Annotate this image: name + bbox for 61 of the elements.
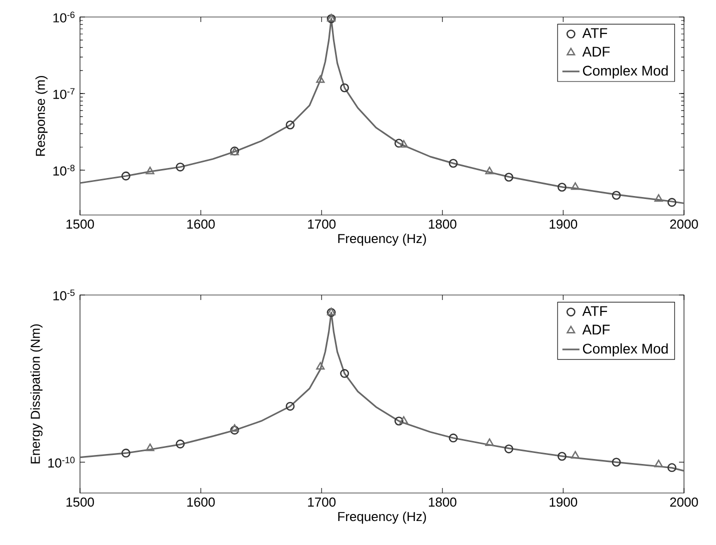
- point: [230, 426, 240, 435]
- point: [485, 438, 494, 446]
- point: [448, 434, 458, 442]
- x-tick-label: 2000: [670, 220, 698, 229]
- point: [504, 444, 514, 454]
- point: [667, 463, 676, 472]
- x-tick-label: 1700: [308, 498, 336, 507]
- point: [121, 172, 130, 180]
- y-axis-title: Energy Dissipation (Nm): [30, 324, 42, 464]
- x-tick-label: 1800: [428, 220, 456, 229]
- point: [394, 138, 404, 148]
- legend-label: ADF: [582, 324, 610, 334]
- y-tick-label: 10$^{-10}$: [48, 456, 75, 468]
- point: [316, 362, 325, 370]
- y-tick-label: 10$^{-5}$: [53, 290, 75, 300]
- y-tick-label: 10$^{-6}$: [53, 12, 75, 22]
- point: [612, 458, 621, 467]
- x-axis-title: Frequency (Hz): [338, 512, 426, 524]
- point: [399, 140, 408, 148]
- point: [654, 194, 663, 202]
- point: [230, 424, 239, 432]
- point: [340, 369, 350, 378]
- point: [667, 198, 676, 207]
- y-tick-label: 10$^{-8}$: [53, 164, 75, 176]
- legend-label: ATF: [582, 306, 608, 316]
- x-tick-label: 1600: [187, 220, 215, 229]
- point: [399, 416, 408, 424]
- legend-label: Complex Mod: [582, 65, 668, 78]
- x-tick-label: 1600: [187, 498, 215, 507]
- point: [146, 443, 154, 452]
- point: [654, 460, 663, 468]
- x-tick-label: 1700: [308, 220, 336, 229]
- point: [448, 158, 458, 168]
- x-tick-label: 2000: [670, 498, 698, 507]
- legend-label: ADF: [582, 46, 610, 56]
- legend-label: Complex Mod: [582, 343, 668, 356]
- point: [316, 75, 325, 83]
- point: [176, 440, 185, 448]
- point: [286, 120, 295, 130]
- point: [176, 162, 185, 172]
- point: [121, 448, 130, 458]
- point: [146, 166, 154, 174]
- point: [485, 166, 494, 174]
- x-tick-label: 1900: [550, 498, 578, 507]
- point: [558, 182, 566, 192]
- point: [504, 172, 514, 182]
- legend-label: ATF: [582, 28, 608, 38]
- x-axis-title: Frequency (Hz): [338, 234, 426, 246]
- y-axis-title: Response (m): [35, 76, 48, 156]
- point: [558, 452, 566, 461]
- point: [340, 83, 350, 92]
- point: [394, 416, 404, 426]
- x-tick-label: 1900: [550, 220, 578, 229]
- x-tick-label: 1500: [66, 498, 94, 507]
- x-tick-label: 1800: [428, 498, 456, 507]
- x-tick-label: 1500: [66, 220, 94, 229]
- y-tick-label: 10$^{-7}$: [53, 88, 75, 99]
- point: [612, 190, 621, 200]
- point: [570, 182, 580, 190]
- point: [286, 402, 295, 411]
- point: [570, 450, 580, 459]
